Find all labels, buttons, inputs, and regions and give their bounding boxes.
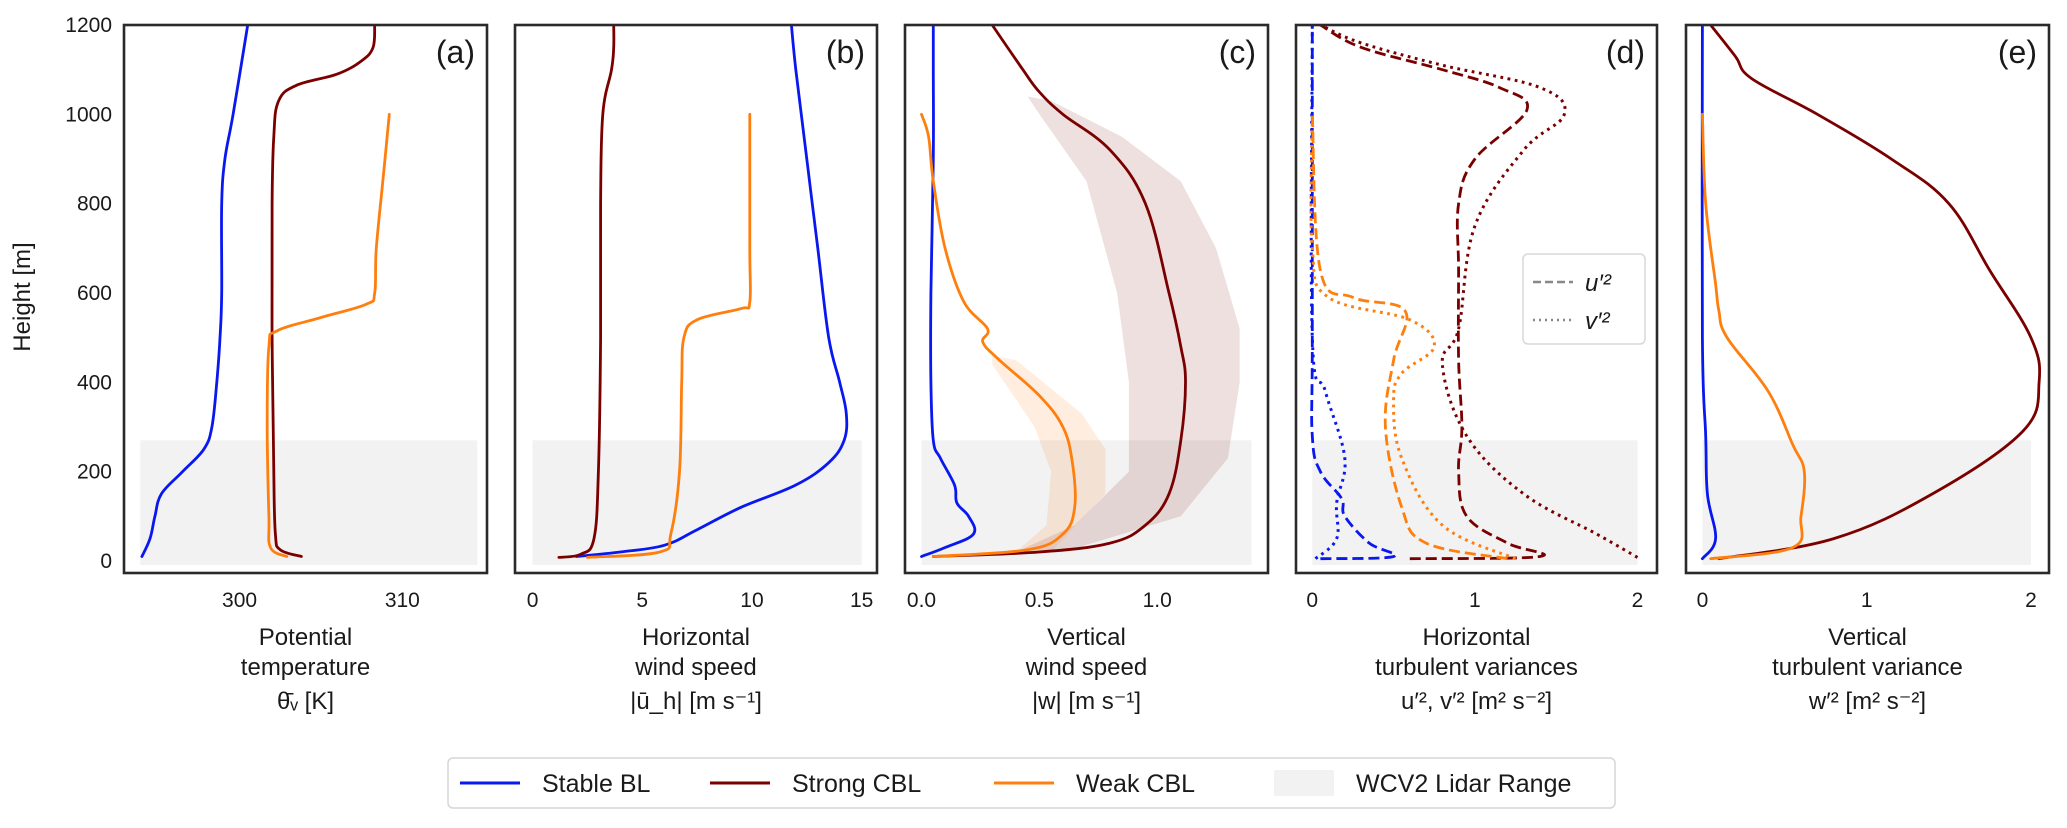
lidar-range-band <box>140 440 478 565</box>
x-tick-label: 0 <box>1306 589 1318 612</box>
x-axis-label-symbol: θ̄ᵥ [K] <box>277 688 334 715</box>
series-line-weak-solid <box>920 112 1077 558</box>
axes-frame <box>1294 23 1659 575</box>
series-line-strong-solid <box>557 25 616 559</box>
x-tick-label: 15 <box>850 589 873 612</box>
x-tick-label: 0.0 <box>907 589 936 612</box>
x-axis-label-line: turbulent variance <box>1772 654 1963 681</box>
series-line-strong-dashed <box>1319 25 1546 561</box>
inner-legend-label: u′² <box>1585 270 1612 297</box>
lidar-range-band <box>1702 440 2031 565</box>
y-tick-label: 600 <box>77 282 112 305</box>
lidar-range-band <box>921 440 1252 565</box>
x-axis-label-symbol: |ū_h| [m s⁻¹] <box>630 688 762 715</box>
x-tick-label: 1.0 <box>1143 589 1172 612</box>
x-tick-label: 300 <box>222 589 257 612</box>
band-strong <box>933 96 1240 557</box>
series-line-weak-solid <box>586 112 752 559</box>
legend-swatch-lidar <box>1274 770 1334 796</box>
x-axis-label-line: Vertical <box>1047 624 1126 651</box>
inner-legend-label: v′² <box>1585 308 1611 335</box>
series-line-stable-dashed <box>1310 25 1397 561</box>
series-line-weak-solid <box>265 112 391 558</box>
plot-area <box>1309 25 1639 561</box>
panel-label: (c) <box>1219 34 1256 70</box>
x-axis-label-line: Horizontal <box>1422 624 1530 651</box>
panel-a: (a) 300 310 Potential temperature θ̄ᵥ [K] 0 200… <box>65 14 489 715</box>
inner-legend-box <box>1522 253 1646 345</box>
x-tick-label: 10 <box>740 589 763 612</box>
panel-d: (d) 0 1 2 Horizontal turbulent variances u′², … <box>1294 23 1659 715</box>
series-line-weak-dotted <box>1309 114 1517 561</box>
plot-area <box>920 25 1240 558</box>
plot-area <box>1700 25 2042 561</box>
x-tick-label: 0.5 <box>1025 589 1054 612</box>
series-line-strong-solid <box>270 25 377 558</box>
panel-label: (d) <box>1606 34 1645 70</box>
x-axis-label-line: Horizontal <box>642 624 750 651</box>
x-axis-label-symbol: u′², v′² [m² s⁻²] <box>1401 688 1552 715</box>
x-axis-label-symbol: |w| [m s⁻¹] <box>1032 688 1141 715</box>
legend-label-strong: Strong CBL <box>792 770 921 798</box>
series-line-stable-solid <box>575 25 849 558</box>
y-tick-label: 1000 <box>65 103 112 126</box>
y-tick-label: 400 <box>77 371 112 394</box>
panel-label: (e) <box>1998 34 2037 70</box>
y-tick-label: 800 <box>77 193 112 216</box>
x-tick-label: 5 <box>636 589 648 612</box>
series-line-stable-solid <box>1700 25 1718 561</box>
x-axis-label-line: wind speed <box>634 654 756 681</box>
y-tick-label: 0 <box>100 550 112 573</box>
x-axis-label-symbol: w′² [m² s⁻²] <box>1808 688 1926 715</box>
axes-frame <box>122 23 489 575</box>
x-tick-label: 1 <box>1861 589 1873 612</box>
series-line-stable-dotted <box>1309 25 1347 560</box>
x-axis-label-line: turbulent variances <box>1375 654 1578 681</box>
x-tick-label: 2 <box>2025 589 2037 612</box>
lidar-range-band <box>1312 440 1638 565</box>
series-line-strong-dotted <box>1319 25 1639 559</box>
legend-label-weak: Weak CBL <box>1076 770 1195 798</box>
series-line-strong-solid <box>931 25 1187 558</box>
panel-e: (e) 0 1 2 Vertical turbulent variance w′² [m² … <box>1684 23 2051 715</box>
legend-label-stable: Stable BL <box>542 770 651 798</box>
x-axis-label-line: Potential <box>259 624 352 651</box>
panel-label: (a) <box>436 34 475 70</box>
plot-area <box>557 25 849 559</box>
series-line-weak-solid <box>1701 112 1807 561</box>
main-legend: Stable BL Strong CBL Weak CBL WCV2 Lidar Ra… <box>447 757 1616 809</box>
series-line-stable-solid <box>920 25 977 558</box>
lidar-range-band <box>532 440 862 565</box>
band-weak <box>933 355 1106 557</box>
axes-frame <box>903 23 1270 575</box>
panel-b: (b) 0 5 10 15 Horizontal wind speed |ū_h| [m s⁻… <box>513 23 879 715</box>
x-tick-label: 0 <box>1697 589 1709 612</box>
x-axis-label-line: Vertical <box>1828 624 1907 651</box>
x-axis-label-line: temperature <box>241 654 370 681</box>
plot-area <box>140 25 391 558</box>
x-tick-label: 310 <box>385 589 420 612</box>
series-line-weak-dashed <box>1310 114 1508 561</box>
y-tick-label: 1200 <box>65 14 112 37</box>
inner-legend: u′² v′² <box>1522 253 1646 345</box>
x-tick-label: 0 <box>527 589 539 612</box>
legend-label-lidar: WCV2 Lidar Range <box>1356 770 1571 798</box>
series-line-stable-solid <box>140 25 250 558</box>
series-line-strong-solid <box>1709 25 2042 561</box>
x-tick-label: 1 <box>1469 589 1481 612</box>
panel-c: (c) 0.0 0.5 1.0 Vertical wind speed |w| [m s⁻¹… <box>903 23 1270 715</box>
y-tick-label: 200 <box>77 461 112 484</box>
axes-frame <box>1684 23 2051 575</box>
panel-label: (b) <box>826 34 865 70</box>
x-axis-label-line: wind speed <box>1025 654 1147 681</box>
y-axis-label: Height [m] <box>9 242 36 351</box>
axes-frame <box>513 23 879 575</box>
x-tick-label: 2 <box>1632 589 1644 612</box>
